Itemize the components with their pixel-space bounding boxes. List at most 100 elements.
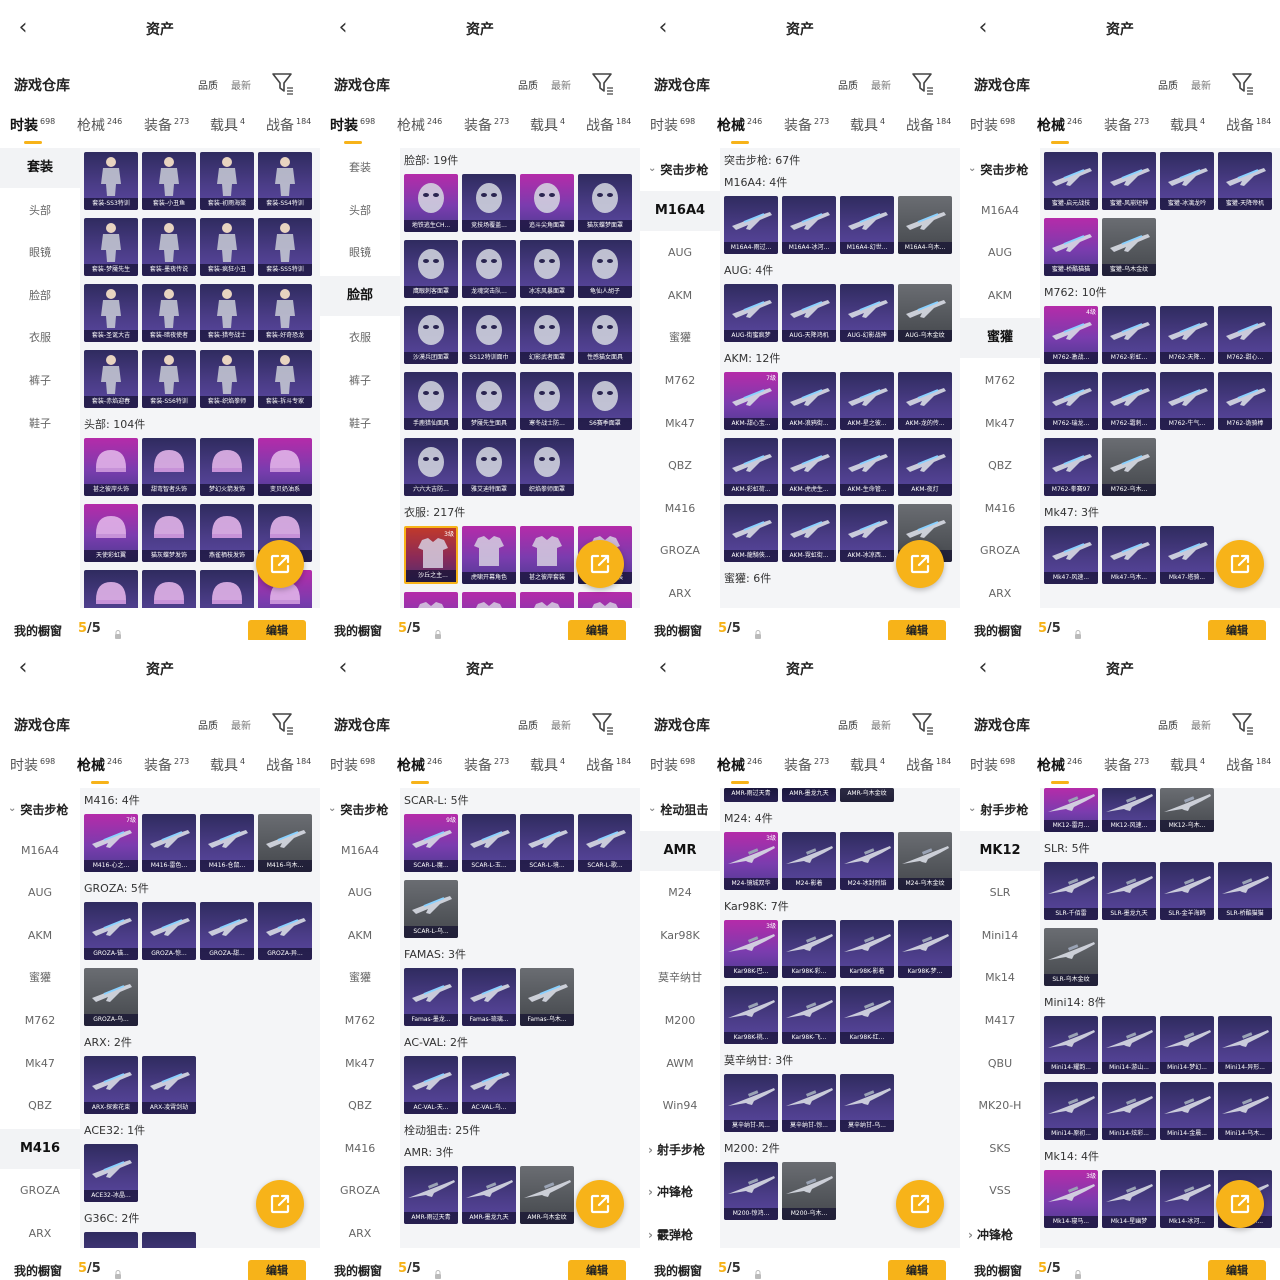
item-card[interactable]: 蜜獾-桥酷猫猫 [1044, 218, 1098, 276]
item-card[interactable]: 3级 沙丘之主... [404, 526, 458, 584]
sort-newest-button[interactable]: 最新 [231, 81, 251, 92]
item-card[interactable]: 3级 M24-镜城双华 [724, 832, 778, 890]
sidebar-item[interactable]: 蜜獾 [960, 318, 1040, 359]
item-card[interactable]: 幻影武者面罩 [520, 306, 574, 364]
sidebar-item[interactable]: Kar98K [660, 928, 700, 942]
item-card[interactable]: MK12-风速... [1102, 788, 1156, 832]
sidebar-item[interactable]: ARX [28, 1227, 52, 1240]
item-card[interactable]: 六六大吉防... [404, 438, 458, 496]
item-card[interactable]: 套装-SS6特训 [142, 350, 196, 408]
edit-button[interactable]: 编辑 [568, 620, 626, 640]
sidebar-item[interactable]: M24 [668, 886, 692, 900]
sidebar-item[interactable]: AKM [347, 928, 373, 942]
sidebar-item[interactable]: ARX [668, 587, 692, 600]
item-card[interactable]: AKM-生命管... [840, 438, 894, 496]
item-card[interactable]: M762-牛气... [1160, 372, 1214, 430]
item-card[interactable]: 鹰眼刺客面罩 [404, 240, 458, 298]
sidebar-group[interactable]: 射手步枪 [960, 789, 1040, 829]
item-card[interactable]: S6赛季面罩 [578, 372, 632, 430]
sort-newest-button[interactable]: 最新 [871, 721, 891, 732]
item-card[interactable]: 甜弯智者头饰 [142, 438, 196, 496]
sort-newest-button[interactable]: 最新 [1191, 721, 1211, 732]
tab-2[interactable]: 装备 273 [1104, 755, 1149, 775]
item-card[interactable]: SLR-金羊海鸥 [1160, 862, 1214, 920]
item-card[interactable]: SCAR-L-玉... [462, 814, 516, 872]
item-card[interactable]: 7级 M416-心之... [84, 814, 138, 872]
item-card[interactable]: 性感猫女面具 [578, 306, 632, 364]
sidebar-item[interactable]: 鞋子 [349, 416, 371, 430]
item-card[interactable]: 套装-暗夜使者 [142, 284, 196, 342]
sort-newest-button[interactable]: 最新 [551, 81, 571, 92]
item-card[interactable]: 衣服 [404, 592, 458, 608]
item-card[interactable]: Mini14-异形... [1218, 1016, 1272, 1074]
item-card[interactable]: AC-VAL-乌... [462, 1056, 516, 1114]
back-arrow-icon[interactable]: ‹ [658, 655, 668, 680]
filter-icon[interactable] [910, 710, 934, 736]
item-card[interactable]: 蜜獾-天降帝机 [1218, 152, 1272, 210]
sidebar-item[interactable]: 蜜獾 [669, 331, 691, 345]
tab-0[interactable]: 时装 698 [10, 755, 55, 775]
item-card[interactable]: 天使彩虹翼 [84, 504, 138, 562]
item-card[interactable]: M762-诡骑棒 [1218, 372, 1272, 430]
tab-3[interactable]: 载具 4 [530, 115, 565, 135]
item-card[interactable]: AKM-冰凉西... [840, 504, 894, 562]
item-card[interactable]: 套装-SS5特训 [258, 218, 312, 276]
tab-1[interactable]: 枪械 246 [77, 115, 122, 135]
sidebar-item[interactable]: 脸部 [320, 275, 400, 316]
sidebar-item[interactable]: M16A4 [20, 843, 59, 857]
item-card[interactable]: 套装-好奇恐龙 [258, 284, 312, 342]
sidebar-group[interactable]: 霰弹枪 [640, 1215, 720, 1248]
item-card[interactable]: M762-彩虹... [1102, 306, 1156, 364]
tab-0[interactable]: 时装 698 [330, 115, 375, 144]
item-card[interactable]: 套装-织焰拳师 [200, 350, 254, 408]
item-card[interactable]: 衣服 [462, 592, 516, 608]
sidebar-item[interactable]: 头部 [349, 203, 371, 217]
sidebar-item[interactable]: M16A4 [980, 203, 1019, 217]
sidebar-item[interactable]: Mk47 [665, 416, 695, 430]
tab-4[interactable]: 战备 184 [266, 755, 311, 775]
sidebar-item[interactable]: 鞋子 [29, 416, 51, 430]
item-card[interactable]: ARX-探索花束 [84, 1056, 138, 1114]
sort-quality-button[interactable]: 品质 [838, 81, 858, 92]
item-card[interactable]: 蜜獾-乌木金纹 [1102, 218, 1156, 276]
tab-4[interactable]: 战备 184 [586, 755, 631, 775]
back-arrow-icon[interactable]: ‹ [338, 655, 348, 680]
tab-3[interactable]: 载具 4 [210, 115, 245, 135]
filter-icon[interactable] [590, 710, 614, 736]
tab-4[interactable]: 战备 184 [906, 115, 951, 135]
tab-4[interactable]: 战备 184 [1226, 115, 1271, 135]
filter-icon[interactable] [1230, 70, 1254, 96]
item-card[interactable]: M24-影着 [782, 832, 836, 890]
item-card[interactable]: AC-VAL-天... [404, 1056, 458, 1114]
item-card[interactable]: Mini14-耀韵... [1044, 1016, 1098, 1074]
item-card[interactable]: MK12-雷月... [1044, 788, 1098, 832]
item-card[interactable]: AKM-星之彼... [840, 372, 894, 430]
tab-2[interactable]: 装备 273 [1104, 115, 1149, 135]
item-card[interactable]: AKM-龙的传... [898, 372, 952, 430]
item-card[interactable]: AKM-夜灯 [898, 438, 952, 496]
item-card[interactable]: 手鹿猎仙面具 [404, 372, 458, 430]
item-card[interactable]: M416-雷色... [142, 814, 196, 872]
sidebar-item[interactable]: QBZ [28, 1099, 52, 1113]
tab-4[interactable]: 战备 184 [266, 115, 311, 135]
back-arrow-icon[interactable]: ‹ [338, 15, 348, 40]
sidebar-item[interactable]: MK12 [960, 830, 1040, 871]
share-button[interactable] [896, 1180, 944, 1228]
back-arrow-icon[interactable]: ‹ [18, 15, 28, 40]
sort-quality-button[interactable]: 品质 [518, 721, 538, 732]
item-card[interactable]: G36C-1 [84, 1232, 138, 1248]
item-card[interactable]: Kar98K-梦... [898, 920, 952, 978]
item-card[interactable]: AMR-乌木金纹 [840, 788, 894, 802]
sidebar-item[interactable]: 莫辛纳甘 [658, 971, 702, 985]
sidebar-item[interactable]: M416 [984, 501, 1016, 515]
sidebar-item[interactable]: AUG [667, 246, 693, 260]
sort-newest-button[interactable]: 最新 [231, 721, 251, 732]
item-card[interactable]: 衣服 [578, 592, 632, 608]
item-card[interactable]: M416-仓鼠... [200, 814, 254, 872]
item-card[interactable]: GROZA-锚... [84, 902, 138, 960]
item-card[interactable]: 套装-疯狂小丑 [200, 218, 254, 276]
sidebar-item[interactable]: SKS [989, 1141, 1011, 1155]
item-card[interactable]: AMR-墨龙九天 [462, 1166, 516, 1224]
tab-1[interactable]: 枪械 246 [1037, 755, 1082, 784]
item-card[interactable]: AUG-街蜜疯梦 [724, 284, 778, 342]
